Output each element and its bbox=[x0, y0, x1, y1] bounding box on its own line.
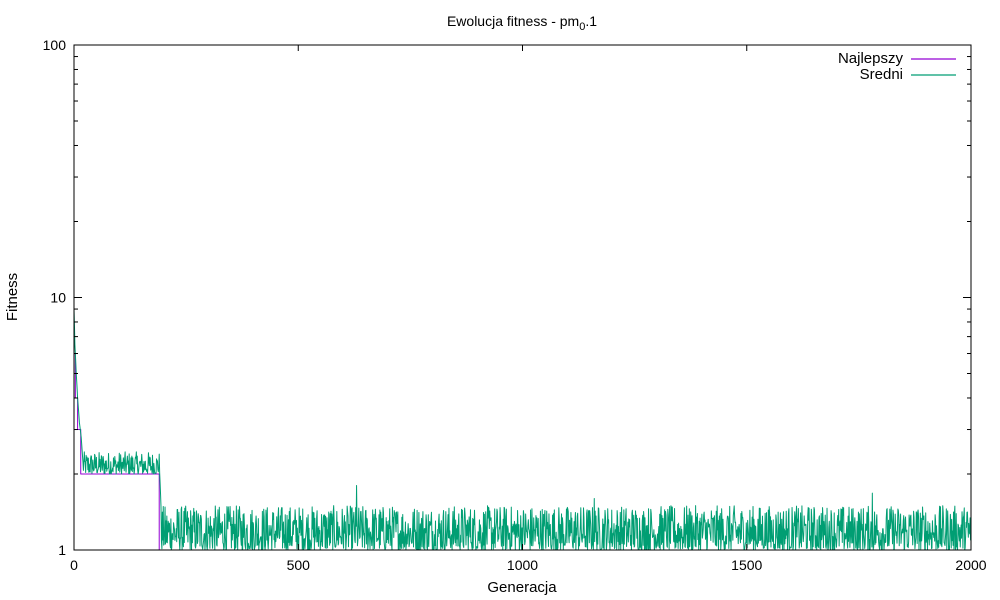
x-axis-label: Generacja bbox=[487, 579, 557, 596]
x-tick-label: 0 bbox=[70, 557, 78, 573]
plot-frame bbox=[73, 44, 972, 551]
chart-title-subscript: 0 bbox=[579, 21, 585, 33]
chart-title-suffix: .1 bbox=[585, 13, 597, 29]
legend-label-sredni: Sredni bbox=[860, 66, 903, 83]
chart-title-main: Ewolucja fitness - pm bbox=[447, 13, 579, 29]
y-tick-label: 1 bbox=[58, 542, 66, 558]
legend-label-najlepszy: Najlepszy bbox=[838, 50, 904, 67]
x-tick-label: 1000 bbox=[507, 557, 538, 573]
series-line-1 bbox=[73, 309, 972, 551]
legend: Najlepszy Sredni bbox=[838, 50, 956, 83]
series-line-0 bbox=[74, 353, 971, 551]
y-axis-label: Fitness bbox=[4, 273, 21, 321]
y-tick-label: 100 bbox=[43, 37, 67, 53]
chart-title: Ewolucja fitness - pm0.1 bbox=[447, 13, 597, 33]
x-tick-label: 2000 bbox=[955, 557, 986, 573]
ticks-layer: 0 500 1000 1500 2000 1 10 100 bbox=[43, 37, 987, 573]
series-layer bbox=[73, 309, 972, 551]
x-tick-label: 500 bbox=[287, 557, 311, 573]
y-tick-label: 10 bbox=[50, 290, 66, 306]
x-tick-label: 1500 bbox=[731, 557, 762, 573]
